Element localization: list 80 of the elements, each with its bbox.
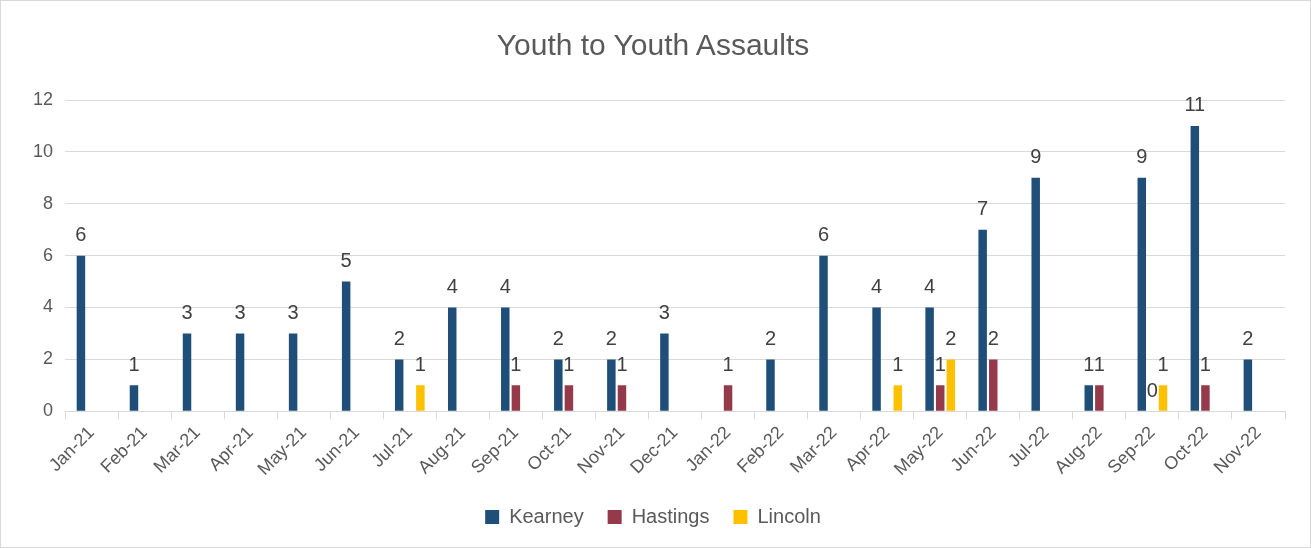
bar: [1158, 385, 1168, 411]
bar: [1190, 125, 1200, 411]
bar: [288, 333, 298, 411]
bar: [925, 307, 934, 411]
bar: [1095, 385, 1104, 411]
bar: [1137, 177, 1147, 411]
data-label: 9: [1136, 145, 1148, 168]
bar: [501, 307, 510, 411]
data-label: 1: [892, 352, 904, 375]
data-label: 2: [945, 326, 957, 349]
data-label: 1: [414, 352, 426, 375]
data-label: 4: [446, 275, 458, 298]
bar: [723, 385, 733, 411]
bar: [394, 359, 404, 411]
data-label: 0: [1146, 378, 1158, 401]
data-label: 1: [934, 352, 946, 375]
bar: [511, 385, 521, 411]
data-label: 2: [764, 326, 777, 349]
bar: [978, 229, 987, 411]
data-label: 2: [393, 326, 405, 349]
bar: [76, 255, 86, 411]
data-label: 2: [987, 326, 999, 349]
data-label: 4: [924, 275, 936, 298]
bar: [416, 385, 425, 411]
y-tick-label: 10: [32, 140, 54, 161]
bar: [607, 359, 616, 411]
data-label: 1: [616, 352, 628, 375]
bar: [872, 307, 881, 411]
y-tick-label: 6: [43, 244, 54, 265]
bar: [235, 333, 245, 411]
bar: [182, 333, 192, 411]
y-tick-label: 12: [32, 88, 54, 109]
data-label: 1: [510, 352, 522, 375]
data-label: 4: [499, 275, 511, 298]
y-tick-label: 0: [43, 400, 54, 421]
bar: [1084, 385, 1093, 411]
data-label: 3: [287, 300, 299, 323]
bar: [1031, 177, 1040, 411]
data-label: 1: [722, 352, 734, 375]
y-tick-label: 4: [43, 296, 54, 317]
data-label: 5: [340, 249, 352, 272]
bar: [554, 359, 563, 411]
y-tick-label: 2: [43, 348, 54, 369]
bar: [766, 359, 775, 411]
data-label: 1: [563, 352, 575, 375]
legend-label: Lincoln: [757, 504, 821, 527]
bar: [1201, 385, 1210, 411]
data-label: 2: [552, 326, 564, 349]
bar: [564, 385, 574, 411]
data-label: 1: [128, 352, 140, 375]
bar: [447, 307, 457, 411]
data-label: 3: [181, 300, 193, 323]
data-label: 6: [75, 223, 87, 246]
data-label: 3: [234, 300, 246, 323]
bar: [129, 385, 139, 411]
data-label: 1: [1157, 352, 1169, 375]
data-label: 2: [605, 326, 617, 349]
y-tick-label: 8: [43, 192, 54, 213]
bar: [935, 385, 945, 411]
bar: [893, 385, 903, 411]
data-label: 1: [1093, 352, 1105, 375]
data-label: 9: [1030, 145, 1042, 168]
bar: [989, 359, 998, 411]
data-label: 1: [1199, 352, 1211, 375]
legend-label: Kearney: [509, 504, 584, 527]
bar: [819, 255, 828, 411]
data-label: 7: [977, 197, 989, 220]
data-label: 6: [817, 223, 830, 246]
data-label: 3: [658, 300, 670, 323]
bar: [1243, 359, 1253, 411]
data-label: 2: [1242, 326, 1254, 349]
bar: [617, 385, 627, 411]
bar: [341, 281, 351, 411]
bar: [660, 333, 669, 411]
data-label: 11: [1184, 93, 1206, 116]
chart-title: Youth to Youth Assaults: [496, 28, 810, 62]
legend-label: Hastings: [631, 504, 710, 527]
bar: [946, 359, 956, 411]
data-label: 1: [1083, 352, 1095, 375]
data-label: 4: [871, 275, 883, 298]
